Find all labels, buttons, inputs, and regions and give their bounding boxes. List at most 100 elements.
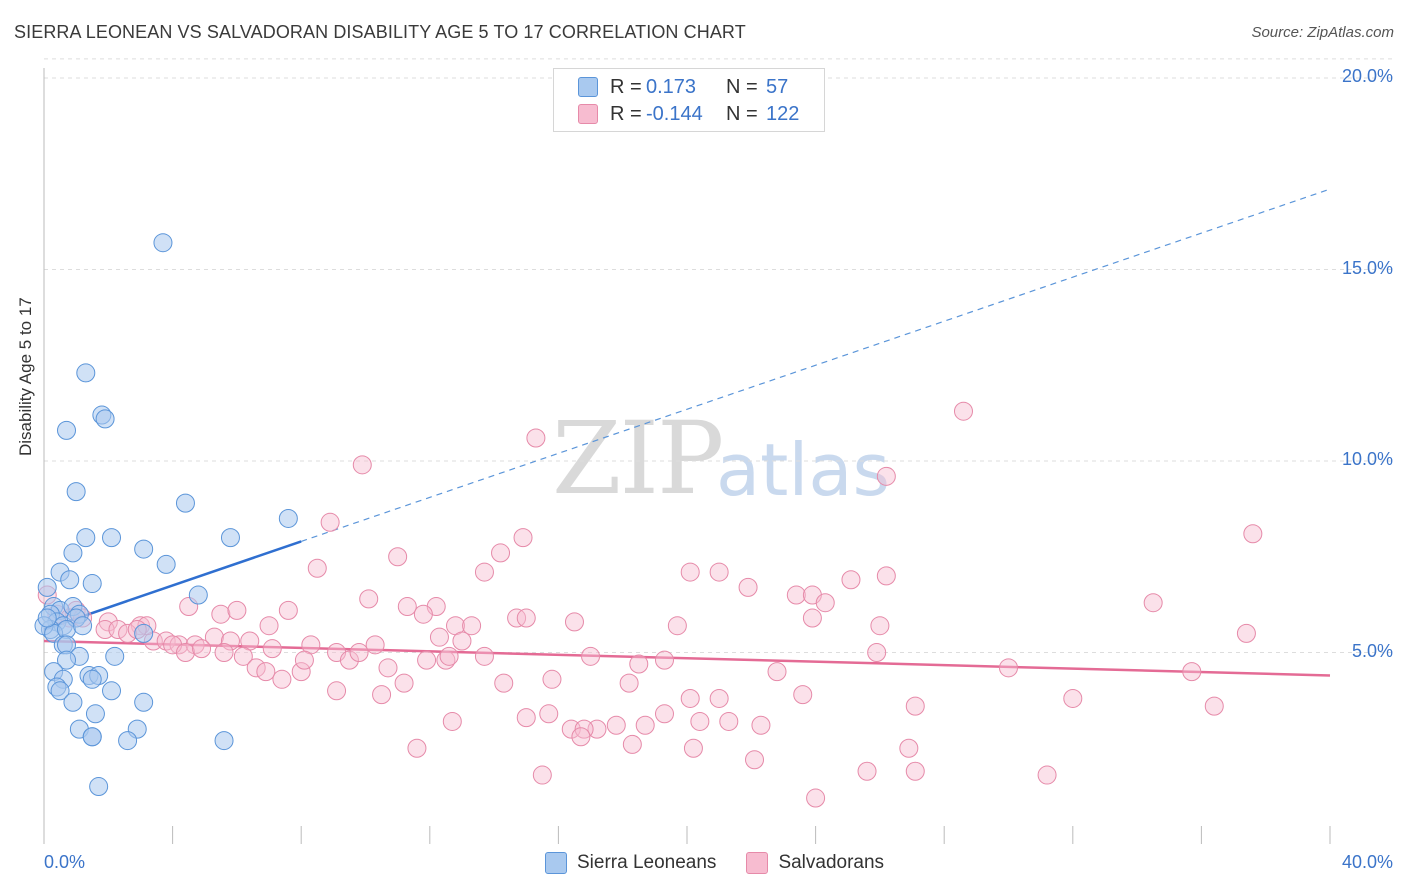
salvadoran-point [899, 738, 919, 758]
blue-swatch [578, 77, 598, 97]
salvadoran-point [539, 704, 559, 724]
y-tick-label: 20.0% [1341, 66, 1393, 86]
salvadoran-point [719, 711, 739, 731]
sierra-leonean-point [57, 650, 77, 670]
salvadoran-point [905, 761, 925, 781]
x-tick-label-min: 0.0% [44, 852, 86, 872]
legend-row-salvadorans: R = -0.144 N = 122 [578, 102, 799, 126]
salvadoran-point [1236, 623, 1256, 643]
legend-item-sierra-leoneans[interactable]: Sierra Leoneans [545, 852, 716, 874]
salvadoran-point [815, 593, 835, 613]
salvadoran-point [738, 577, 758, 597]
salvadoran-point [220, 631, 240, 651]
salvadoran-point [278, 600, 298, 620]
pink-swatch [578, 104, 598, 124]
salvadoran-point [365, 635, 385, 655]
salvadoran-point [793, 685, 813, 705]
salvadoran-point [690, 711, 710, 731]
sierra-leonean-point [153, 233, 173, 253]
salvadoran-point [513, 528, 533, 548]
sierra-leonean-point [50, 681, 70, 701]
sierra-leonean-point [134, 692, 154, 712]
salvadoran-point [606, 715, 626, 735]
salvadoran-point [256, 662, 276, 682]
n-value: 57 [766, 75, 789, 98]
salvadoran-point [1037, 765, 1057, 785]
pink-swatch [746, 852, 769, 874]
salvadoran-point [169, 635, 189, 655]
sierra-leonean-point [105, 646, 125, 666]
n-value: 122 [766, 102, 800, 125]
salvadoran-point [581, 646, 601, 666]
salvadoran-point [905, 696, 925, 716]
salvadoran-point [999, 658, 1018, 678]
r-value: -0.144 [646, 102, 703, 125]
salvadoran-point [320, 512, 340, 532]
salvadoran-point [214, 643, 234, 662]
salvadoran-point [745, 750, 765, 770]
sierra-leonean-point [134, 539, 154, 559]
sierra-leonean-point [37, 577, 57, 597]
sierra-leonean-point [66, 482, 86, 502]
salvadoran-point [867, 643, 887, 662]
salvadoran-point [1182, 662, 1202, 682]
correlation-legend: R = 0.173 N = 57 R = -0.144 N = 122 [553, 68, 825, 132]
salvadoran-point [233, 646, 253, 666]
sierra-leoneans-points [34, 233, 298, 797]
salvadoran-point [291, 662, 311, 682]
sierra-leonean-point [95, 409, 115, 429]
salvadoran-point [953, 401, 973, 421]
salvadoran-point [439, 646, 459, 666]
salvadoran-point [526, 428, 546, 448]
salvadoran-point [709, 562, 729, 582]
salvadoran-point [442, 711, 462, 731]
salvadoran-point [680, 688, 700, 708]
r-value: 0.173 [646, 75, 697, 98]
salvadoran-point [474, 646, 494, 666]
legend-label: Sierra Leoneans [577, 852, 717, 873]
salvadoran-point [767, 662, 787, 682]
sierra-leonean-point [118, 731, 138, 751]
watermark-atlas: atlas [716, 428, 890, 512]
salvadoran-point [680, 562, 700, 582]
salvadoran-point [667, 616, 687, 636]
legend-label: Salvadorans [778, 852, 885, 873]
series-legend: Sierra Leoneans Salvadorans [545, 852, 914, 874]
legend-item-salvadorans[interactable]: Salvadorans [746, 852, 884, 874]
salvadoran-point [175, 643, 195, 662]
salvadoran-point [474, 562, 494, 582]
salvadoran-point [574, 719, 594, 739]
y-tick-label: 10.0% [1341, 449, 1393, 469]
salvadoran-point [262, 639, 282, 659]
salvadoran-point [413, 604, 433, 624]
sierra-leoneans-trend-dashed [301, 188, 1331, 542]
salvadoran-point [806, 788, 826, 808]
salvadoran-point [564, 612, 584, 632]
blue-swatch [545, 852, 567, 874]
watermark-zip: ZIP [552, 400, 724, 517]
salvadoran-point [462, 616, 482, 636]
salvadorans-trend-line [43, 639, 1331, 677]
salvadoran-point [436, 650, 456, 670]
salvadoran-point [841, 570, 861, 590]
salvadoran-point [802, 608, 822, 628]
salvadoran-point [372, 685, 392, 705]
salvadoran-point [394, 673, 414, 693]
salvadoran-point [397, 597, 417, 617]
salvadoran-point [349, 643, 369, 662]
sierra-leonean-point [57, 420, 77, 440]
salvadoran-point [359, 589, 379, 609]
salvadoran-point [98, 612, 118, 632]
sierra-leonean-point [214, 731, 234, 751]
salvadoran-point [654, 650, 674, 670]
salvadoran-point [1204, 696, 1224, 716]
salvadoran-point [516, 608, 536, 628]
salvadoran-point [246, 658, 266, 678]
sierra-leonean-point [82, 669, 102, 689]
sierra-leonean-point [156, 554, 176, 574]
salvadoran-point [204, 627, 224, 647]
salvadoran-point [635, 715, 655, 735]
salvadoran-point [211, 604, 231, 624]
salvadoran-point [388, 547, 408, 567]
salvadoran-point [307, 558, 327, 578]
